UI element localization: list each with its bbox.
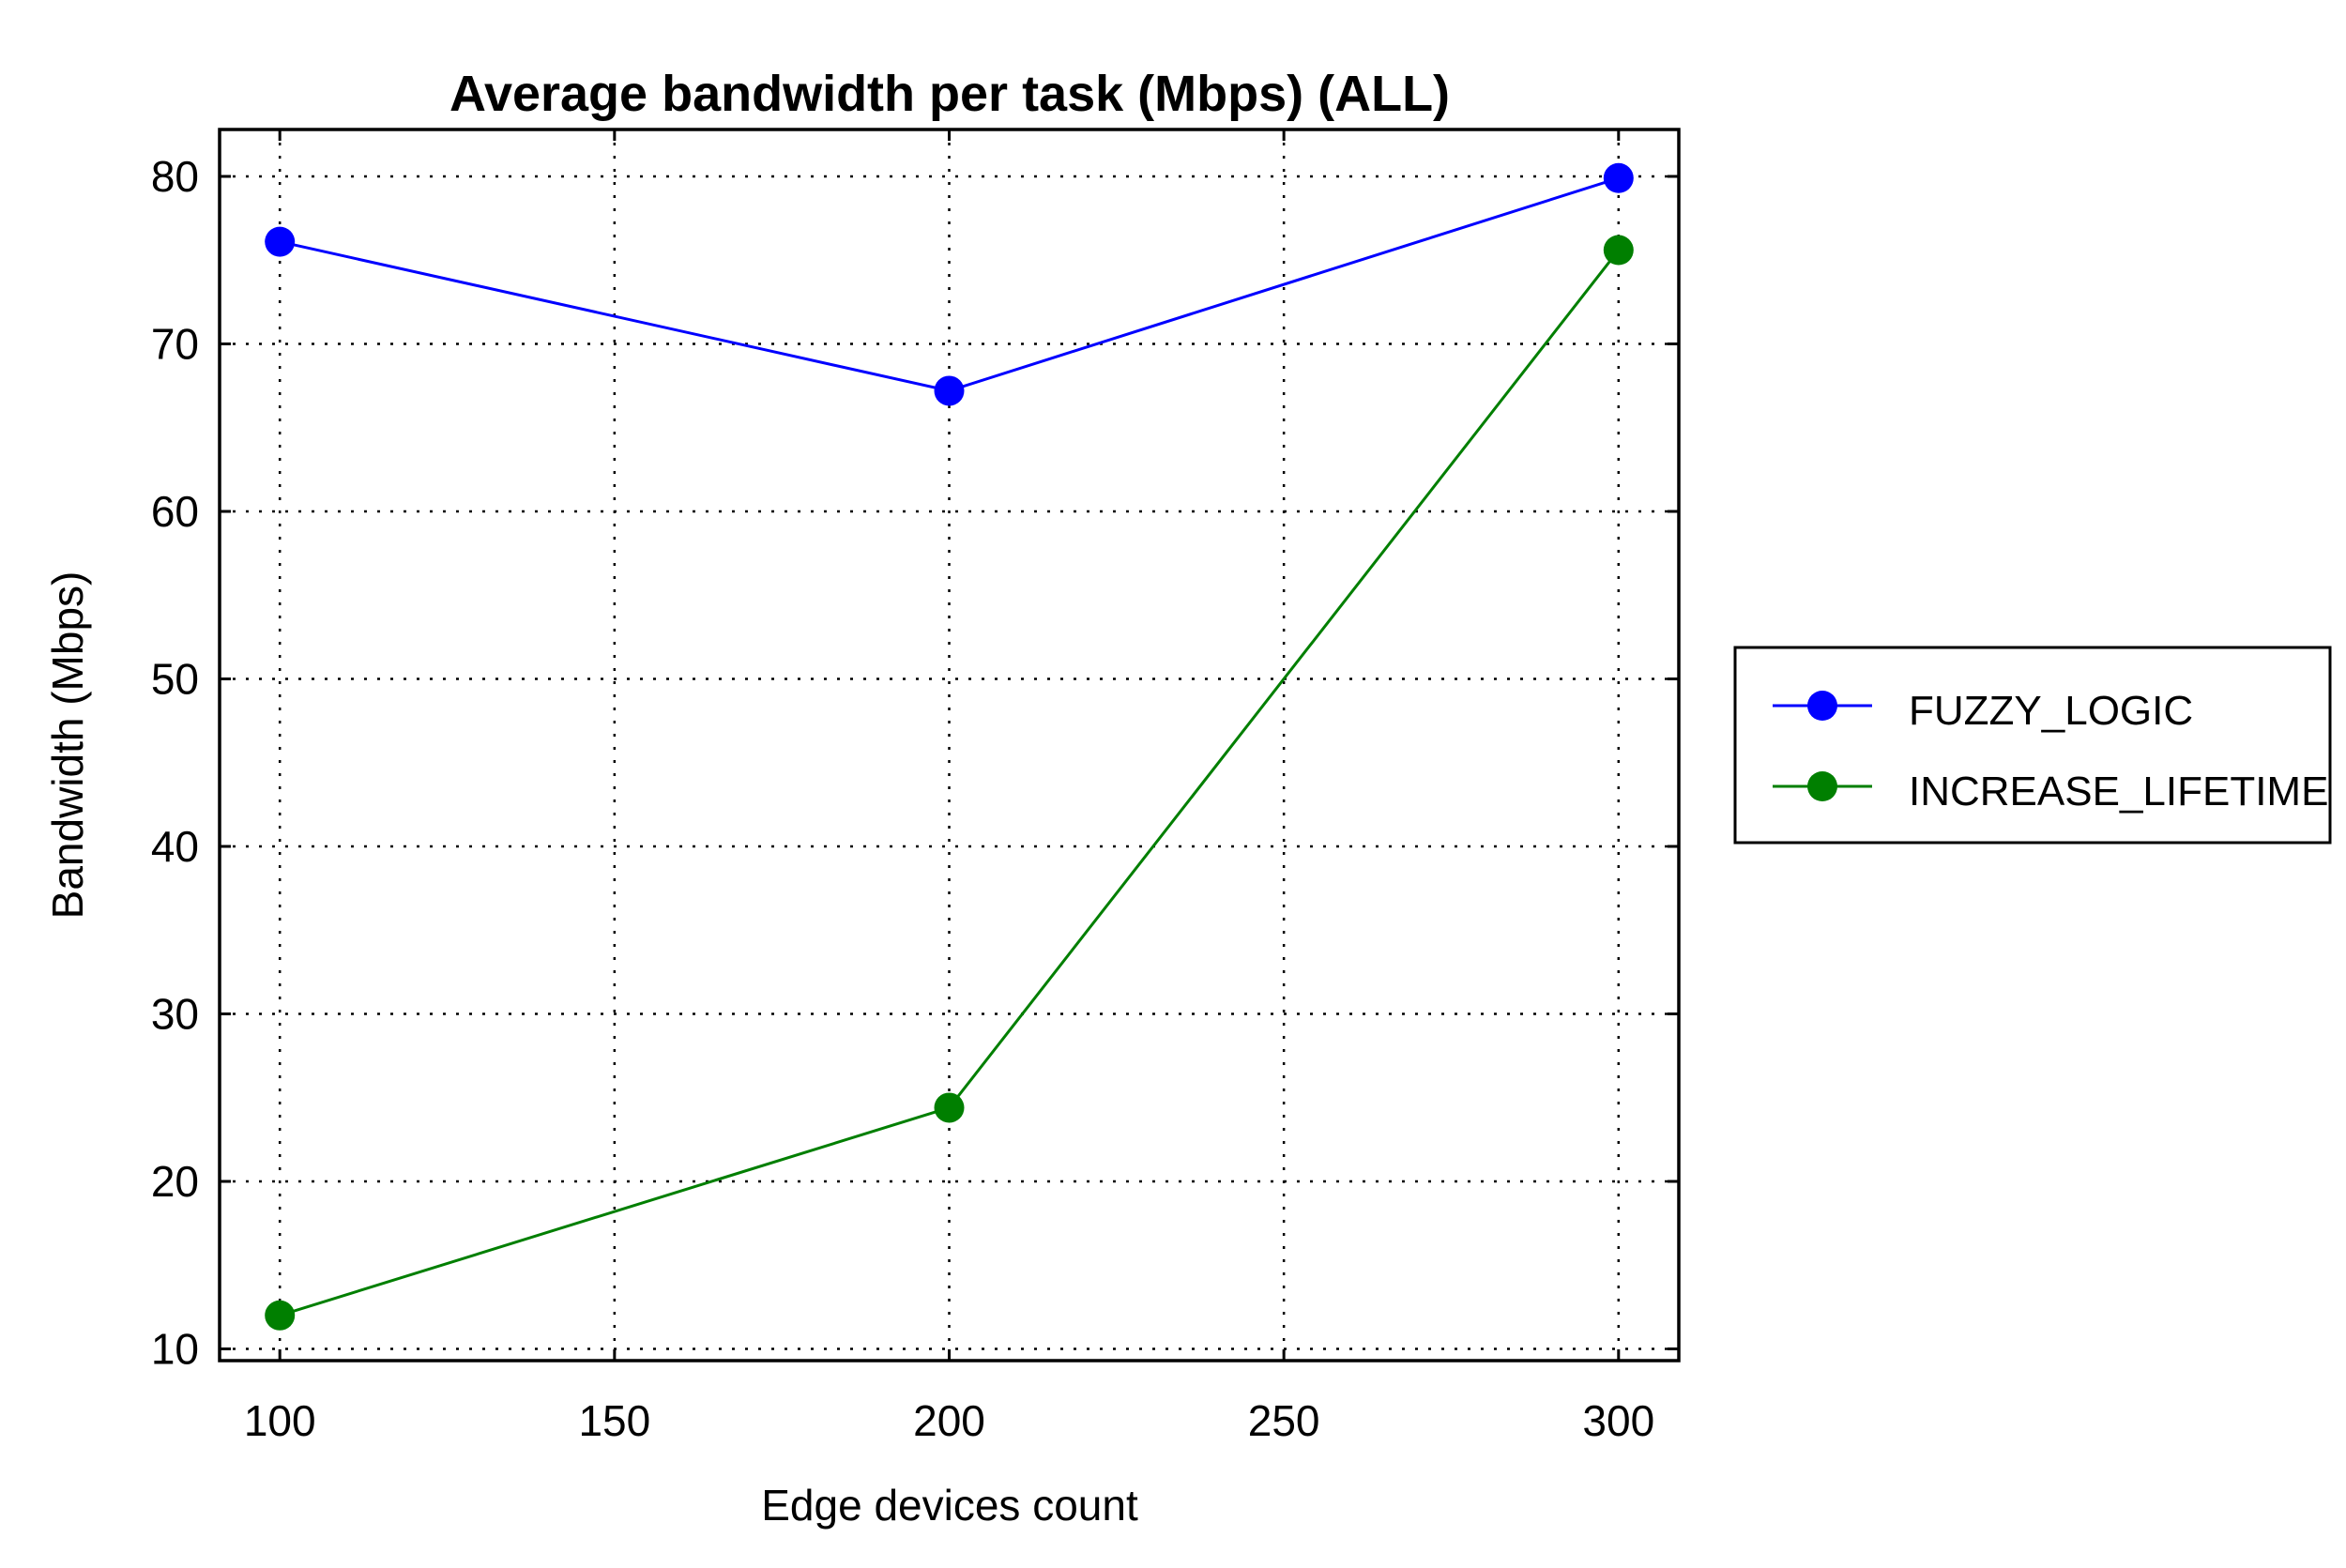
data-point-fuzzy-logic [265,226,296,257]
y-tick-label: 20 [151,1157,199,1206]
y-axis-label: Bandwidth (Mbps) [43,571,92,920]
x-tick-label: 250 [1248,1396,1320,1445]
x-tick-label: 200 [913,1396,985,1445]
legend-label-increase-lifetime: INCREASE_LIFETIME [1909,769,2328,814]
x-tick-label: 150 [578,1396,650,1445]
data-point-increase-lifetime [265,1300,296,1331]
x-axis-label: Edge devices count [761,1481,1138,1530]
legend-marker-increase-lifetime [1807,771,1837,801]
y-tick-label: 80 [151,152,199,201]
tick-layer: 100 150 200 250 300 10 20 30 40 50 60 70 80 [151,129,1679,1445]
legend: FUZZY_LOGIC INCREASE_LIFETIME [1733,646,2332,845]
x-tick-label: 300 [1582,1396,1654,1445]
data-point-increase-lifetime [1603,235,1634,266]
y-tick-label: 60 [151,487,199,536]
y-tick-label: 50 [151,654,199,703]
y-tick-label: 10 [151,1325,199,1374]
chart-title: Average bandwidth per task (Mbps) (ALL) [449,66,1450,122]
y-tick-label: 40 [151,822,199,871]
legend-marker-fuzzy-logic [1807,691,1837,721]
legend-label-fuzzy-logic: FUZZY_LOGIC [1909,688,2193,734]
grid-layer [220,129,1679,1361]
x-tick-label: 100 [244,1396,316,1445]
legend-box [1733,646,2332,845]
data-point-increase-lifetime [934,1092,965,1123]
data-point-fuzzy-logic [934,375,965,406]
data-point-fuzzy-logic [1603,162,1634,193]
y-tick-label: 30 [151,989,199,1038]
series-layer [265,162,1634,1331]
y-tick-label: 70 [151,319,199,368]
